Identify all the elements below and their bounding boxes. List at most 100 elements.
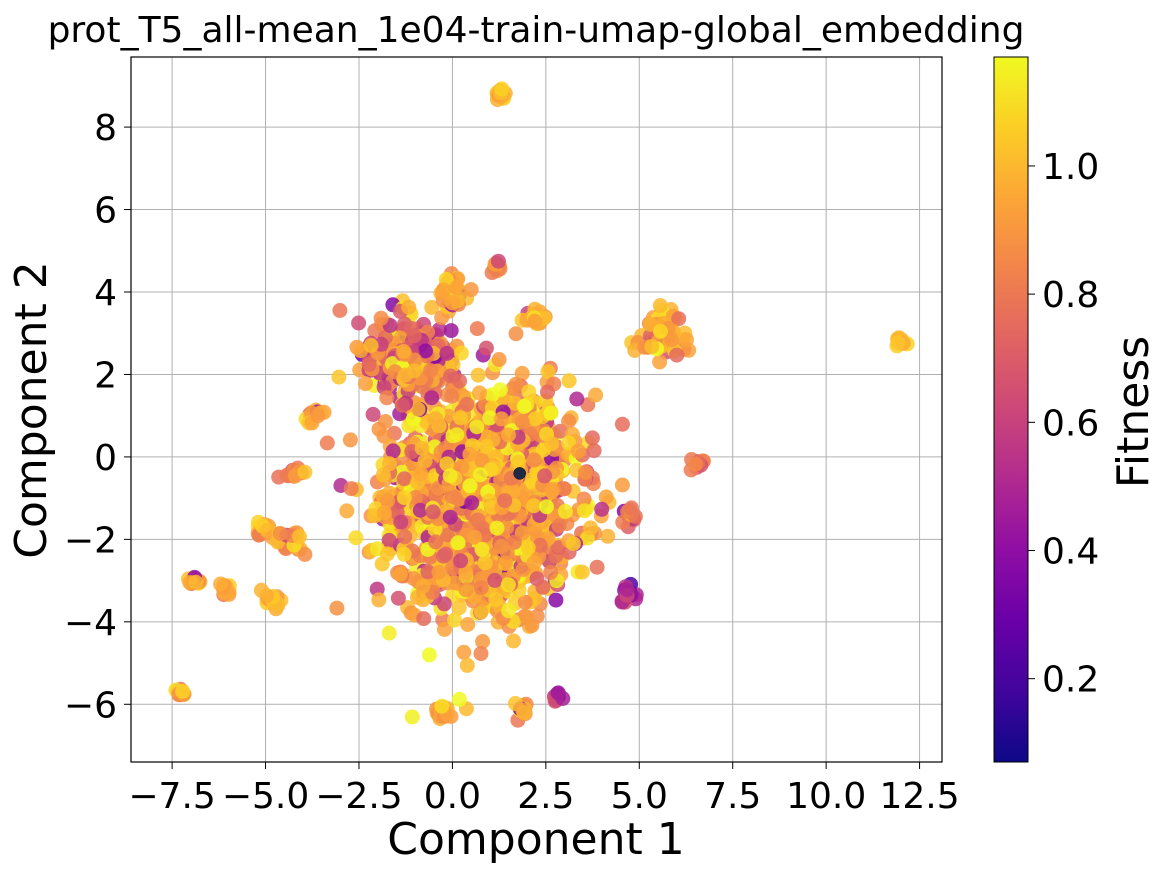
data-point: [623, 500, 639, 516]
data-point: [440, 527, 455, 543]
data-point: [589, 559, 605, 575]
data-point: [492, 382, 508, 398]
data-point: [339, 503, 355, 519]
data-point: [447, 612, 463, 628]
data-point: [453, 410, 468, 426]
data-point: [535, 579, 551, 595]
y-tick-label: 6: [94, 191, 117, 232]
y-axis-label: Component 2: [6, 261, 57, 558]
data-point: [431, 322, 447, 338]
data-point: [688, 456, 704, 472]
data-point: [600, 528, 616, 544]
data-point: [348, 530, 364, 546]
y-tick-label: −4: [64, 603, 117, 644]
data-point: [505, 381, 521, 397]
x-axis-ticks: −7.5 −5.0 −2.5 0.0 2.5 5.0 7.5 10.0 12.5: [128, 762, 960, 817]
data-point: [516, 705, 532, 721]
y-tick-label: −6: [64, 685, 117, 726]
data-point: [540, 384, 555, 400]
data-point: [490, 253, 506, 269]
colorbar-tick-label: 0.8: [1042, 275, 1099, 316]
data-point: [561, 373, 577, 389]
data-point: [467, 529, 483, 545]
data-point: [310, 408, 326, 424]
colorbar-label: Fitness: [1108, 336, 1159, 488]
data-point: [449, 280, 465, 296]
x-tick-label: 7.5: [704, 776, 761, 817]
data-point: [454, 459, 470, 475]
x-tick-label: 0.0: [424, 776, 481, 817]
data-point: [494, 411, 509, 427]
x-tick-label: 12.5: [879, 776, 959, 817]
data-point: [412, 502, 428, 518]
data-point: [406, 363, 422, 379]
data-point: [449, 427, 465, 443]
data-point: [526, 452, 542, 468]
data-point: [358, 376, 373, 392]
data-point: [491, 352, 507, 367]
data-point: [473, 604, 489, 620]
data-point: [431, 564, 447, 580]
data-point: [463, 282, 479, 298]
data-point: [329, 600, 345, 616]
data-point: [175, 683, 191, 699]
data-point: [319, 435, 335, 451]
data-point: [532, 537, 548, 553]
x-tick-label: −5.0: [222, 776, 309, 817]
data-point: [565, 536, 581, 552]
data-point: [669, 347, 685, 363]
data-point: [401, 299, 417, 315]
data-point: [342, 432, 358, 448]
data-point: [396, 490, 412, 506]
data-point: [424, 299, 440, 315]
data-point: [439, 456, 455, 472]
data-point: [442, 509, 458, 525]
data-point: [253, 582, 269, 598]
data-point: [497, 493, 513, 509]
data-point: [498, 555, 514, 571]
data-point: [499, 544, 515, 560]
data-point: [450, 491, 466, 507]
data-point: [619, 582, 635, 598]
colorbar-tick-label: 0.6: [1042, 403, 1099, 444]
data-point: [614, 477, 630, 493]
data-point: [443, 368, 458, 384]
data-point: [586, 443, 602, 459]
data-point: [436, 282, 451, 298]
data-point: [445, 357, 461, 373]
data-point: [543, 405, 559, 421]
colorbar-tick-label: 0.2: [1042, 660, 1099, 701]
data-point: [382, 456, 397, 472]
data-point: [415, 578, 431, 594]
data-point: [435, 548, 451, 564]
chart-title: prot_T5_all-mean_1e04-train-umap-global_…: [48, 10, 1025, 51]
data-point: [395, 398, 410, 413]
data-point: [583, 520, 599, 536]
data-point: [511, 454, 526, 470]
data-point: [424, 390, 440, 406]
data-point: [489, 520, 505, 536]
data-point: [539, 499, 554, 515]
data-point: [423, 363, 439, 379]
data-point: [500, 577, 516, 593]
data-point: [544, 483, 560, 499]
data-point: [464, 495, 480, 511]
data-point: [425, 504, 441, 520]
y-tick-label: 0: [94, 438, 117, 479]
data-point: [574, 564, 590, 580]
data-point: [652, 298, 668, 314]
data-point: [526, 498, 542, 514]
data-point: [381, 532, 397, 548]
data-point: [420, 564, 436, 580]
data-point: [462, 478, 478, 494]
data-point: [397, 529, 413, 545]
data-point: [407, 490, 423, 506]
data-point: [527, 313, 543, 329]
data-point: [588, 387, 604, 403]
data-point: [544, 436, 560, 452]
data-point: [527, 411, 543, 427]
data-point: [396, 471, 412, 487]
data-point: [500, 427, 516, 443]
colorbar-tick-label: 1.0: [1042, 147, 1099, 188]
